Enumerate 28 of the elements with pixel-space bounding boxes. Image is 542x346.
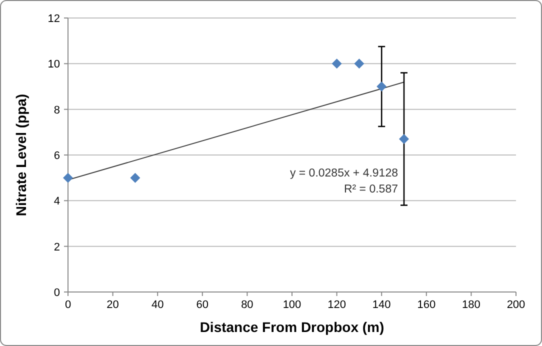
point: [354, 58, 364, 69]
annotation: y = 0.0285x + 4.9128: [290, 168, 398, 180]
x-tick-label: 20: [106, 299, 119, 311]
x-tick-label: 160: [417, 299, 436, 311]
y-tick-label: 6: [54, 150, 60, 162]
x-tick-label: 60: [196, 299, 209, 311]
y-tick-label: 4: [54, 196, 60, 208]
y-tick-label: 2: [54, 241, 60, 254]
y-tick-label: 12: [48, 13, 60, 25]
y-tick-label: 10: [48, 58, 60, 71]
x-tick-label: 120: [328, 299, 346, 311]
y-axis-title: Nitrate Level (ppa): [13, 94, 29, 216]
x-tick-label: 80: [241, 299, 254, 311]
point: [130, 172, 140, 183]
x-tick-label: 100: [282, 299, 302, 311]
x-tick-label: 140: [372, 299, 391, 311]
point: [399, 134, 409, 144]
point: [376, 82, 387, 92]
x-tick-label: 180: [462, 299, 480, 311]
y-tick-label: 8: [54, 104, 60, 116]
annotation: R² = 0.587: [344, 184, 398, 196]
point: [63, 172, 73, 183]
x-tick-label: 40: [151, 299, 164, 311]
x-tick-label: 0: [64, 299, 72, 311]
point: [332, 58, 342, 69]
y-tick-label: 0: [54, 287, 60, 299]
x-tick-label: 200: [506, 299, 526, 311]
x-axis-title: Distance From Dropbox (m): [200, 319, 384, 335]
